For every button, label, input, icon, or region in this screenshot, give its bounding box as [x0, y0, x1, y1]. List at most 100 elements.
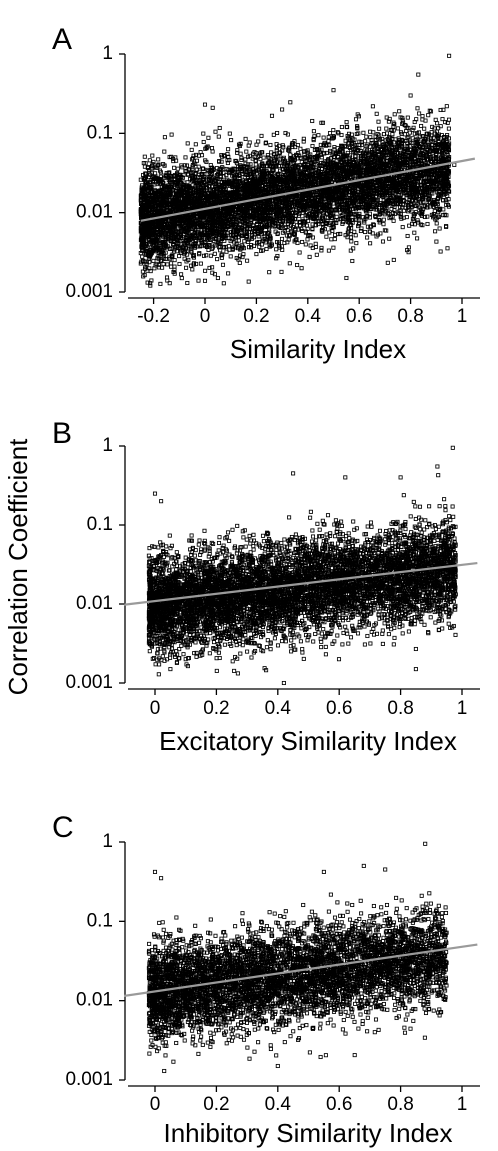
- scatter-point: [326, 139, 331, 144]
- scatter-point: [431, 135, 436, 140]
- scatter-point: [415, 236, 420, 241]
- scatter-point: [215, 257, 220, 262]
- scatter-point: [185, 280, 190, 286]
- scatter-point: [349, 239, 354, 244]
- scatter-point: [374, 111, 379, 116]
- panel-letter: A: [52, 23, 72, 56]
- scatter-point: [229, 138, 234, 143]
- scatter-point: [422, 126, 427, 131]
- scatter-point: [172, 264, 177, 269]
- scatter-point: [238, 151, 243, 156]
- scatter-point: [305, 237, 310, 242]
- scatter-point: [210, 149, 215, 154]
- scatter-point: [298, 146, 303, 151]
- x-axis-title: Similarity Index: [230, 334, 406, 364]
- scatter-point: [264, 246, 269, 252]
- scatter-point: [274, 247, 279, 252]
- scatter-point: [160, 265, 165, 270]
- x-tick-label: 1: [457, 306, 468, 327]
- scatter-point: [190, 267, 195, 272]
- scatter-point: [435, 121, 440, 126]
- scatter-point: [213, 129, 218, 134]
- scatter-point: [415, 106, 420, 111]
- scatter-point: [411, 125, 416, 130]
- scatter-point: [193, 142, 198, 147]
- scatter-point: [314, 252, 319, 257]
- scatter-point: [316, 133, 321, 138]
- scatter-point: [339, 124, 344, 130]
- scatter-point: [142, 154, 147, 159]
- scatter-point: [327, 131, 333, 136]
- scatter-point: [332, 237, 337, 242]
- scatter-point: [307, 254, 312, 259]
- scatter-point: [189, 147, 194, 152]
- scatter-point: [216, 134, 221, 139]
- scatter-point: [158, 281, 163, 286]
- scatter-point: [329, 237, 334, 242]
- scatter-point: [179, 276, 184, 281]
- scatter-point: [151, 258, 156, 263]
- scatter-point: [201, 131, 206, 136]
- scatter-point: [391, 257, 396, 262]
- x-tick-label: 0: [200, 306, 211, 327]
- x-tick-label: 0.6: [346, 306, 372, 327]
- scatter-series: [138, 53, 457, 288]
- scatter-point: [183, 155, 188, 160]
- scatter-point: [201, 139, 206, 145]
- scatter-point: [287, 261, 292, 266]
- scatter-point: [434, 221, 439, 226]
- scatter-point: [209, 146, 215, 151]
- scatter-point: [221, 281, 226, 286]
- scatter-point: [239, 157, 244, 162]
- scatter-point: [353, 233, 358, 238]
- scatter-point: [445, 246, 450, 251]
- scatter-point: [185, 141, 190, 146]
- scatter-point: [397, 109, 402, 114]
- scatter-point: [385, 260, 390, 265]
- y-tick-label: 0.01: [76, 202, 113, 223]
- scatter-point: [354, 241, 359, 246]
- scatter-point: [147, 158, 152, 163]
- scatter-point: [297, 250, 302, 255]
- y-tick-label: 0.001: [65, 281, 113, 302]
- x-tick-label: 0.8: [397, 306, 423, 327]
- figure-ylabel: Correlation Coefficient: [3, 438, 33, 696]
- scatter-point: [381, 222, 386, 227]
- scatter-point: [446, 126, 451, 131]
- scatter-point: [254, 142, 259, 147]
- panel-a: A 10.10.010.001-0.2 0 0.2 0.4 0.6 0.8 1Similari…: [52, 23, 480, 364]
- scatter-point: [299, 266, 304, 271]
- scatter-point: [165, 262, 170, 267]
- scatter-point: [179, 272, 184, 277]
- scatter-point: [177, 254, 182, 259]
- scatter-point: [332, 147, 337, 152]
- scatter-point: [279, 236, 285, 241]
- scatter-point: [227, 131, 232, 136]
- scatter-point: [177, 261, 182, 267]
- scatter-point: [140, 254, 145, 259]
- scatter-point: [303, 242, 308, 247]
- scatter-point: [434, 239, 439, 244]
- scatter-point: [212, 251, 217, 256]
- scatter-point: [425, 221, 430, 227]
- y-tick-label: 0.1: [87, 122, 113, 143]
- scatter-point: [259, 133, 264, 138]
- scatter-point: [326, 135, 331, 140]
- scatter-point: [239, 155, 244, 160]
- scatter-point: [206, 135, 211, 140]
- scatter-point: [363, 139, 368, 144]
- scatter-point: [217, 125, 222, 131]
- x-tick-label: 0.4: [295, 306, 322, 327]
- scatter-point: [417, 111, 422, 116]
- scatter-point: [392, 112, 397, 117]
- scatter-point: [321, 135, 326, 140]
- scatter-point: [256, 139, 261, 144]
- scatter-point: [191, 253, 197, 258]
- scatter-point: [156, 157, 161, 162]
- scatter-point: [228, 254, 233, 259]
- scatter-point: [226, 271, 231, 276]
- scatter-point: [361, 130, 366, 135]
- scatter-point: [364, 134, 369, 139]
- scatter-point: [169, 264, 174, 269]
